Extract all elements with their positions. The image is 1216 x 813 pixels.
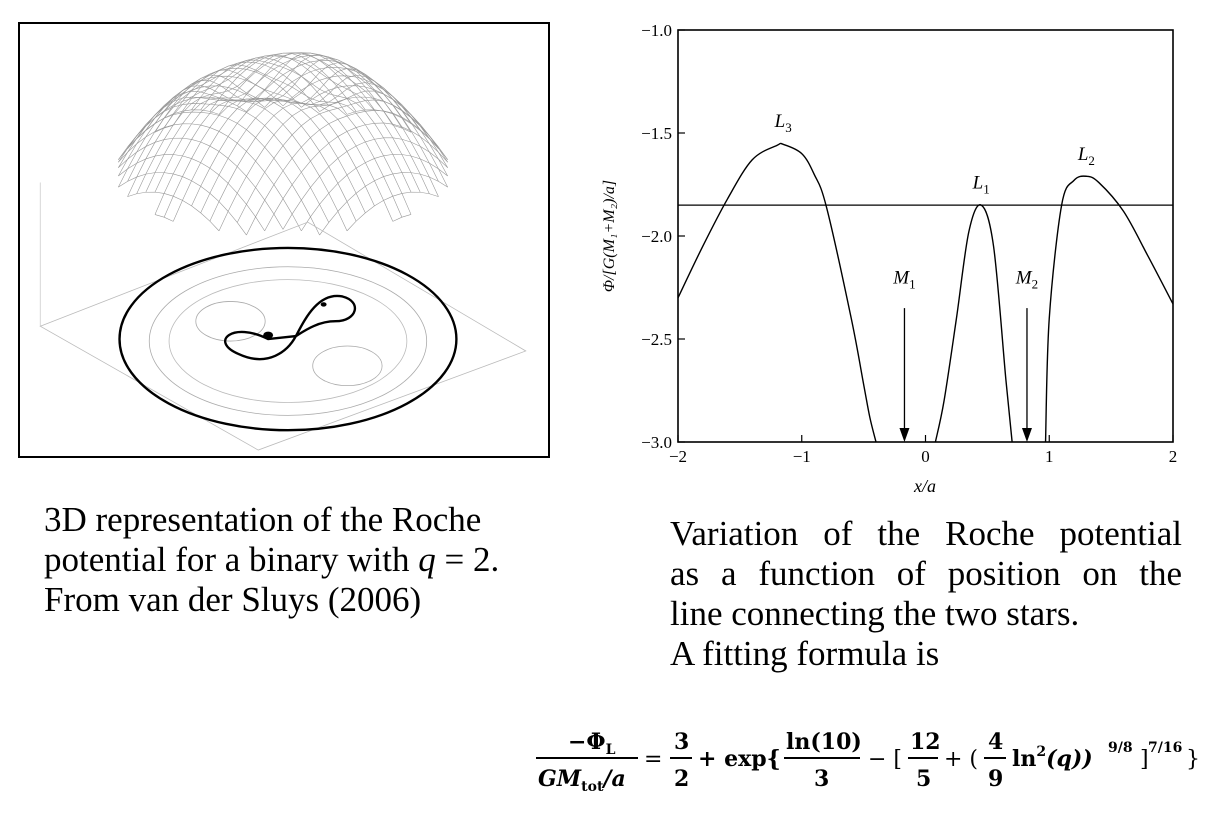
annotation-M1: M1 — [892, 267, 915, 291]
mesh-line — [154, 214, 174, 222]
mesh-line — [218, 90, 439, 232]
formula-frac1-num: 3 — [674, 729, 689, 755]
mesh-line — [127, 54, 348, 197]
x-tick-label: −1 — [793, 447, 811, 466]
mesh-line — [118, 172, 247, 236]
x-axis-label: x/a — [913, 476, 936, 496]
mesh-line — [163, 69, 403, 218]
mesh-line — [191, 68, 412, 207]
mesh-line — [282, 137, 448, 230]
x-tick-label: 1 — [1045, 447, 1054, 466]
left-caption-line-2: potential for a binary with q = 2. — [44, 540, 564, 580]
mesh-line — [392, 214, 412, 222]
mesh-line — [127, 103, 330, 223]
formula-minus: − [ — [868, 747, 902, 772]
mesh-line — [118, 75, 284, 168]
y-tick-label: −2.0 — [641, 227, 672, 246]
annotation-L2: L2 — [1077, 144, 1095, 168]
right-caption-line-1: Variation of the Roche potential — [670, 514, 1182, 553]
mesh-line — [264, 67, 448, 177]
right-caption-line-3: line connecting the two stars. — [670, 594, 1080, 633]
left-caption-line-1: 3D representation of the Roche — [44, 500, 482, 539]
formula-equals: = — [644, 747, 662, 772]
mesh-line — [118, 67, 302, 177]
fitting-formula: −ΦL GMtot/a = 3 2 + exp{ ln(10) 3 − [ 12… — [534, 722, 1214, 798]
y-tick-label: −1.5 — [641, 124, 672, 143]
formula-ln2: ln2(q)) — [1012, 744, 1093, 772]
left-figure-caption: 3D representation of the Roche potential… — [44, 500, 564, 620]
formula-lhs-denominator: GMtot/a — [538, 766, 626, 795]
formula-exp-9-8: 9/8 — [1108, 740, 1133, 756]
left-caption-q: q — [418, 540, 436, 579]
y-tick-label: −1.0 — [641, 21, 672, 40]
formula-frac2-num: ln(10) — [786, 729, 862, 755]
mesh-line — [145, 85, 366, 213]
mesh-line — [200, 55, 421, 193]
formula-frac3-den: 5 — [916, 766, 931, 792]
mesh-line — [319, 172, 448, 236]
roche-potential-curve-2 — [934, 204, 1013, 443]
plot-frame — [677, 29, 1174, 443]
formula-frac1-den: 2 — [674, 766, 689, 792]
mesh-line — [118, 123, 302, 232]
formula-frac3-num: 12 — [910, 729, 941, 755]
left-caption-line-3: From van der Sluys (2006) — [44, 580, 422, 619]
right-figure-caption: Variation of the Roche potential as a fu… — [670, 514, 1182, 674]
mesh-line — [236, 99, 439, 223]
formula-frac2-den: 3 — [814, 766, 829, 792]
chart-svg: −2 −1 0 1 2 −1.0 −1.5 −2.0 −2.5 −3.0 L3 L1 L2 M1 M2 x/… — [601, 21, 1178, 496]
right-caption-line-2: as a function of position on the — [670, 554, 1182, 593]
formula-frac4-den: 9 — [988, 766, 1003, 792]
annotation-M2: M2 — [1015, 267, 1038, 291]
mesh-line — [145, 52, 366, 193]
mesh-line — [127, 109, 220, 149]
mesh-line — [282, 75, 448, 168]
formula-lhs-numerator: −ΦL — [568, 729, 616, 758]
mesh-line — [118, 111, 320, 236]
left-caption-line-2b: = 2. — [435, 540, 500, 579]
roche-3d-figure — [18, 22, 550, 458]
mesh-line — [246, 110, 448, 236]
y-axis-label: Φ/[G(M₁+M₂)/a] — [601, 180, 618, 292]
formula-plus-paren: + ( — [944, 747, 978, 772]
roche-potential-curve-3 — [1044, 175, 1174, 443]
right-caption-line-4: A fitting formula is — [670, 634, 940, 673]
formula-exp-7-16: 7/16 — [1148, 740, 1182, 756]
roche-potential-chart: −2 −1 0 1 2 −1.0 −1.5 −2.0 −2.5 −3.0 L3 L1 L2 M1 M2 x/… — [590, 14, 1210, 504]
formula-close-brace: } — [1186, 747, 1200, 772]
mesh-line — [218, 52, 439, 197]
annotation-L3: L3 — [774, 111, 792, 135]
mesh-line — [127, 191, 220, 232]
y-tick-label: −3.0 — [641, 433, 672, 452]
y-tick-label: −2.5 — [641, 330, 672, 349]
mesh-line — [264, 122, 448, 232]
mesh-line — [118, 154, 265, 232]
x-tick-label: 0 — [921, 447, 930, 466]
mesh-line — [118, 137, 284, 230]
formula-close-bracket: ] — [1140, 747, 1149, 772]
x-tick-label: 2 — [1169, 447, 1178, 466]
left-caption-line-2a: potential for a binary with — [44, 540, 419, 579]
mesh-line — [301, 154, 448, 232]
x-tick-label: −2 — [669, 447, 687, 466]
star-position-arrowhead-1 — [899, 428, 910, 442]
mesh-line — [301, 85, 448, 163]
annotation-L1: L1 — [972, 173, 990, 197]
mesh-line — [172, 62, 412, 222]
mesh-line — [346, 191, 439, 232]
roche-potential-curve-1 — [677, 142, 877, 443]
mesh-line — [237, 55, 439, 182]
formula-plus-exp: + exp{ — [698, 746, 781, 772]
star-position-arrowhead-2 — [1021, 428, 1032, 442]
formula-frac4-num: 4 — [988, 729, 1003, 755]
roche-3d-surface-image — [39, 52, 527, 451]
mesh-line — [346, 109, 439, 149]
